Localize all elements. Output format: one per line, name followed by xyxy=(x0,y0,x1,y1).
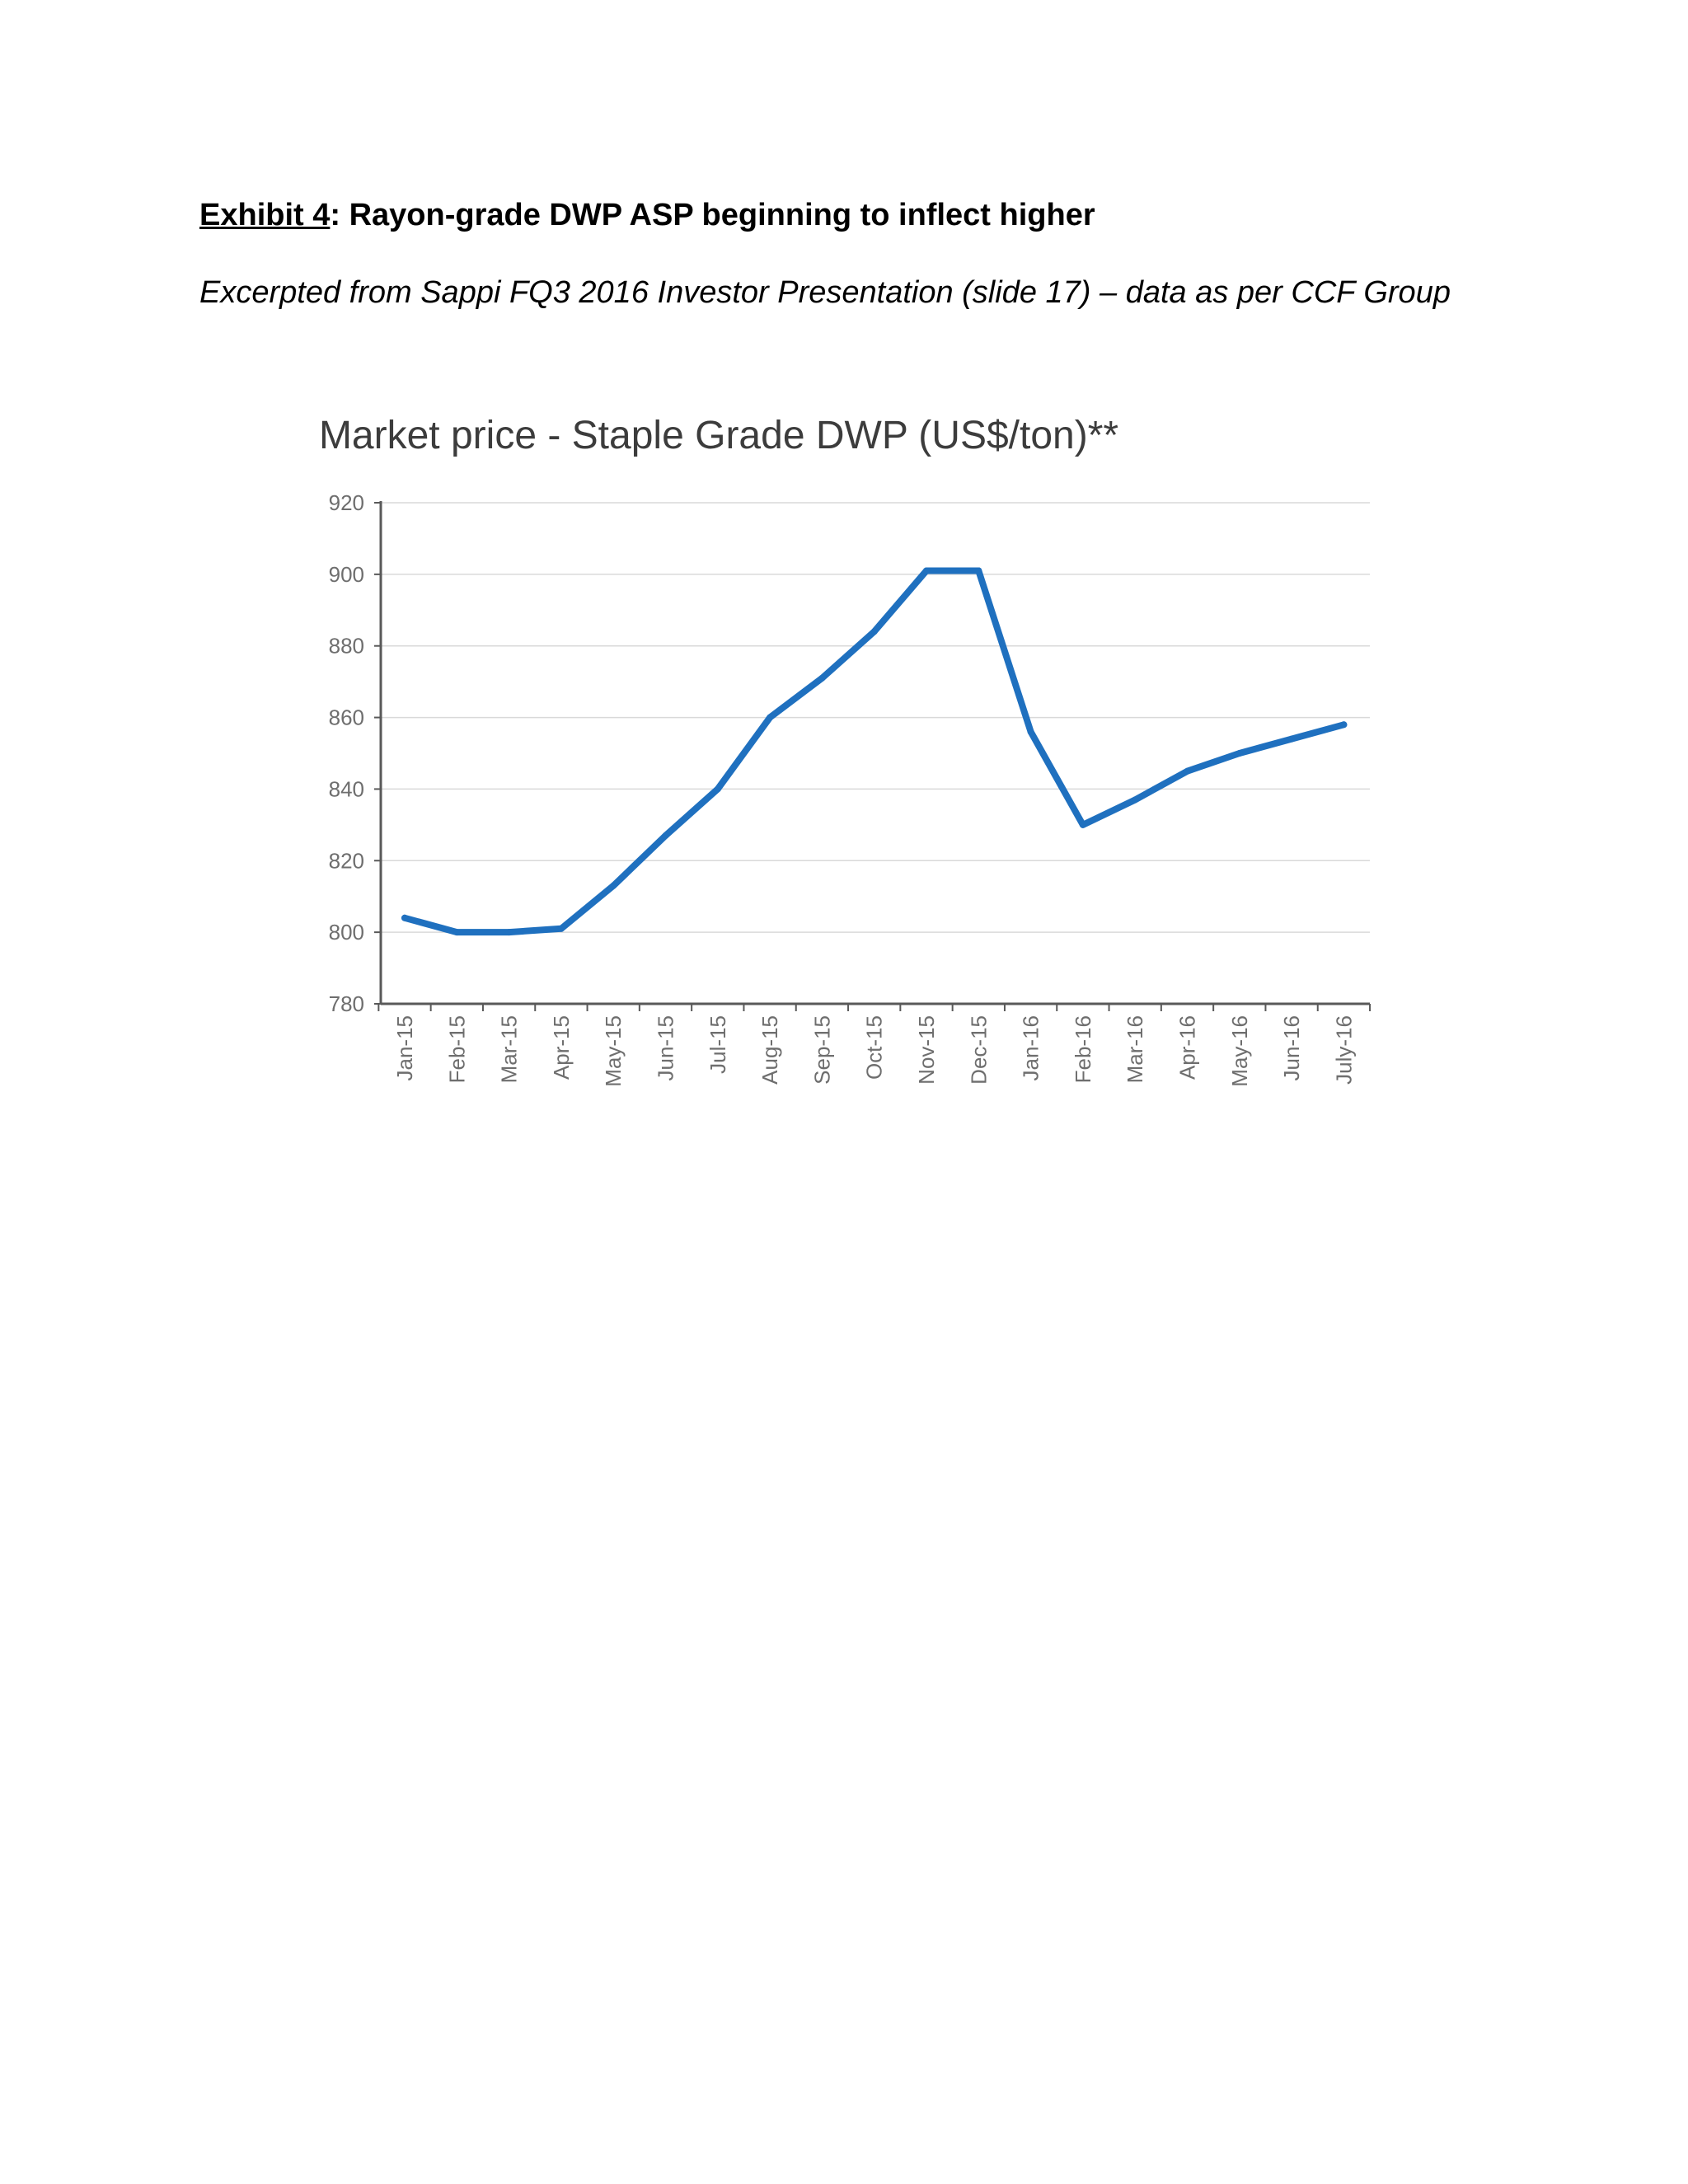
data-point xyxy=(401,914,408,921)
data-point xyxy=(557,925,565,932)
data-point xyxy=(453,929,461,936)
series-line xyxy=(401,567,1348,936)
y-tick-label: 880 xyxy=(329,634,364,658)
y-tick-label: 800 xyxy=(329,920,364,944)
x-axis-ticks: Jan-15 Feb-15 Mar-15 Apr-15 May-15 Jun-15 Jul-… xyxy=(377,1004,1372,1087)
chart-title: Market price - Staple Grade DWP (US$/ton… xyxy=(319,414,1118,457)
x-tick-label: Aug-15 xyxy=(757,1015,782,1085)
data-point xyxy=(1288,735,1296,743)
series-layer xyxy=(401,567,1348,936)
x-tick-label: Nov-15 xyxy=(914,1015,939,1085)
x-tick-label: Sep-15 xyxy=(809,1015,834,1085)
data-point xyxy=(975,567,982,574)
y-tick-label: 840 xyxy=(329,776,364,801)
x-tick-label: Jun-15 xyxy=(654,1015,678,1081)
x-tick-label: Jan-16 xyxy=(1019,1015,1043,1081)
data-point xyxy=(870,628,878,635)
data-point xyxy=(505,929,513,936)
y-tick-label: 820 xyxy=(329,848,364,873)
data-point xyxy=(923,567,930,574)
y-tick-label: 780 xyxy=(329,991,364,1016)
chart-axes xyxy=(379,501,1370,1005)
data-point xyxy=(1340,721,1348,729)
y-tick-label: 900 xyxy=(329,562,364,587)
exhibit-source-note: Excerpted from Sappi FQ3 2016 Investor P… xyxy=(199,275,1451,310)
x-tick-label: Apr-16 xyxy=(1175,1015,1200,1080)
x-tick-label: Oct-15 xyxy=(862,1015,887,1080)
x-tick-label: Jul-15 xyxy=(706,1015,730,1074)
y-tick-label: 860 xyxy=(329,705,364,730)
exhibit-heading: Exhibit 4: Rayon-grade DWP ASP beginning… xyxy=(199,198,1095,233)
x-tick-label: Feb-16 xyxy=(1071,1015,1095,1083)
x-tick-label: Mar-16 xyxy=(1123,1015,1147,1083)
y-tick-label: 920 xyxy=(329,490,364,515)
data-point xyxy=(610,882,617,889)
data-point xyxy=(714,785,721,793)
exhibit-label: Exhibit 4 xyxy=(199,198,331,232)
data-point xyxy=(1027,728,1034,735)
x-tick-label: May-16 xyxy=(1227,1015,1252,1087)
data-point xyxy=(1184,767,1191,775)
x-tick-label: Jan-15 xyxy=(392,1015,417,1081)
x-tick-label: Apr-15 xyxy=(549,1015,574,1080)
grid-lines xyxy=(381,502,1370,933)
x-tick-label: Dec-15 xyxy=(966,1015,991,1085)
x-tick-label: Mar-15 xyxy=(497,1015,522,1083)
data-point xyxy=(1079,821,1086,828)
y-axis-ticks: 780 800 820 840 860 880 900 920 xyxy=(329,490,381,1016)
price-chart: Market price - Staple Grade DWP (US$/ton… xyxy=(297,402,1401,2174)
x-tick-label: May-15 xyxy=(601,1015,626,1087)
data-point xyxy=(818,674,826,682)
price-chart-svg: Market price - Staple Grade DWP (US$/ton… xyxy=(319,414,1372,1087)
x-tick-label: Feb-15 xyxy=(444,1015,469,1083)
data-point xyxy=(767,714,774,721)
data-point xyxy=(1132,796,1139,804)
x-tick-label: July-16 xyxy=(1331,1015,1356,1085)
x-tick-label: Jun-16 xyxy=(1279,1015,1304,1081)
exhibit-heading-text: : Rayon-grade DWP ASP beginning to infle… xyxy=(330,198,1095,232)
data-point xyxy=(1236,750,1243,757)
data-point xyxy=(662,832,669,839)
